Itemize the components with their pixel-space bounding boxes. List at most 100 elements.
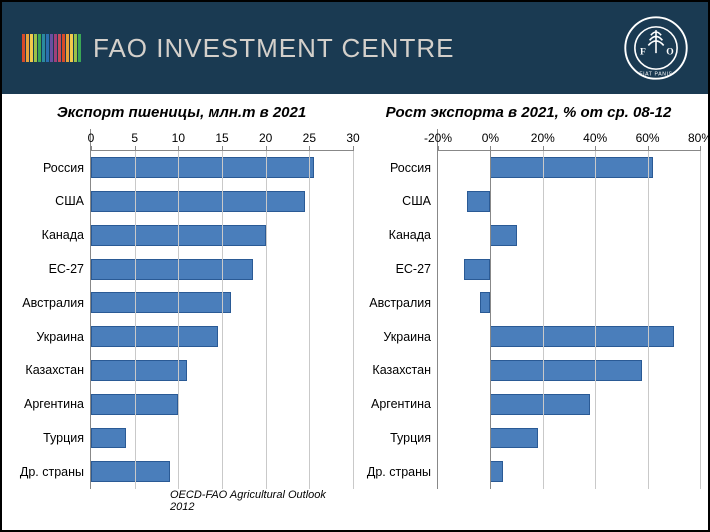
- bar: [91, 428, 126, 449]
- xtick-label: 80%: [688, 131, 710, 145]
- stripe: [30, 34, 33, 62]
- category-label: Украина: [357, 320, 437, 354]
- chart-right-xaxis: -20%0%20%40%60%80%: [438, 129, 700, 151]
- category-label: США: [357, 185, 437, 219]
- bar: [490, 157, 652, 178]
- bar: [464, 259, 490, 280]
- category-label: ЕС-27: [357, 252, 437, 286]
- chart-right: Рост экспорта в 2021, % от ср. 08-12 Рос…: [357, 104, 700, 513]
- xtick-label: 40%: [583, 131, 607, 145]
- bar-row: [438, 286, 700, 320]
- bar: [91, 360, 187, 381]
- chart-right-plot: РоссияСШАКанадаЕС-27АвстралияУкраинаКаза…: [357, 129, 700, 489]
- xtick-label: 0%: [482, 131, 499, 145]
- category-label: Аргентина: [10, 387, 90, 421]
- fao-logo-icon: F O FIAT PANIS: [624, 16, 688, 80]
- bar: [480, 292, 490, 313]
- bar: [490, 225, 516, 246]
- stripe: [54, 34, 57, 62]
- bar: [91, 326, 218, 347]
- gridline: [309, 151, 310, 489]
- xtick-label: 20: [259, 131, 272, 145]
- category-label: ЕС-27: [10, 252, 90, 286]
- xtick-label: 20%: [531, 131, 555, 145]
- svg-text:FIAT PANIS: FIAT PANIS: [639, 72, 672, 78]
- category-label: Аргентина: [357, 387, 437, 421]
- svg-text:F: F: [640, 46, 646, 57]
- stripe: [46, 34, 49, 62]
- xtick-label: 25: [303, 131, 316, 145]
- bar-row: [438, 151, 700, 185]
- gridline: [595, 151, 596, 489]
- xtick-label: 15: [215, 131, 228, 145]
- header-bar: FAO INVESTMENT CENTRE F O FIAT PANIS: [2, 2, 708, 94]
- bar: [490, 326, 673, 347]
- chart-left: Экспорт пшеницы, млн.т в 2021 РоссияСШАК…: [10, 104, 353, 513]
- stripe: [78, 34, 81, 62]
- stripe: [58, 34, 61, 62]
- stripe: [74, 34, 77, 62]
- bar: [490, 428, 537, 449]
- chart-right-title: Рост экспорта в 2021, % от ср. 08-12: [357, 104, 700, 123]
- footnote: OECD-FAO Agricultural Outlook 2012: [170, 489, 353, 513]
- stripe: [66, 34, 69, 62]
- category-label: Казахстан: [357, 354, 437, 388]
- category-label: Турция: [357, 421, 437, 455]
- chart-left-plot: РоссияСШАКанадаЕС-27АвстралияУкраинаКаза…: [10, 129, 353, 489]
- xtick-label: -20%: [424, 131, 452, 145]
- stripe: [42, 34, 45, 62]
- chart-left-ylabels: РоссияСШАКанадаЕС-27АвстралияУкраинаКаза…: [10, 129, 90, 489]
- header-title: FAO INVESTMENT CENTRE: [93, 33, 454, 64]
- bar: [91, 259, 253, 280]
- bar: [490, 394, 590, 415]
- bar: [91, 157, 314, 178]
- stripe: [26, 34, 29, 62]
- gridline: [266, 151, 267, 489]
- stripe: [34, 34, 37, 62]
- xtick-label: 5: [131, 131, 138, 145]
- chart-right-bars: [438, 151, 700, 489]
- chart-right-area: -20%0%20%40%60%80%: [437, 129, 700, 489]
- bar-row: [438, 421, 700, 455]
- bar-row: [438, 320, 700, 354]
- gridline: [353, 151, 354, 489]
- category-label: США: [10, 185, 90, 219]
- category-label: Россия: [357, 151, 437, 185]
- charts-row: Экспорт пшеницы, млн.т в 2021 РоссияСШАК…: [2, 94, 708, 513]
- bar-row: [438, 354, 700, 388]
- category-label: Россия: [10, 151, 90, 185]
- gridline: [222, 151, 223, 489]
- category-label: Австралия: [10, 286, 90, 320]
- bar-row: [438, 218, 700, 252]
- bar: [490, 360, 642, 381]
- category-label: Турция: [10, 421, 90, 455]
- bar: [490, 461, 503, 482]
- stripe: [38, 34, 41, 62]
- bar-row: [438, 387, 700, 421]
- category-label: Др. страны: [10, 455, 90, 489]
- category-label: Казахстан: [10, 354, 90, 388]
- stripe: [22, 34, 25, 62]
- category-label: Др. страны: [357, 455, 437, 489]
- bar-row: [438, 185, 700, 219]
- stripe: [62, 34, 65, 62]
- category-label: Канада: [10, 218, 90, 252]
- xtick-label: 60%: [636, 131, 660, 145]
- slide: FAO INVESTMENT CENTRE F O FIAT PANIS Экс…: [0, 0, 710, 532]
- category-label: Канада: [357, 218, 437, 252]
- bar: [467, 191, 491, 212]
- header-stripes: [22, 34, 81, 62]
- xtick-label: 0: [88, 131, 95, 145]
- bar-row: [438, 252, 700, 286]
- gridline: [648, 151, 649, 489]
- bar-row: [438, 455, 700, 489]
- chart-left-title: Экспорт пшеницы, млн.т в 2021: [10, 104, 353, 123]
- chart-left-xaxis: 051015202530: [91, 129, 353, 151]
- gridline: [700, 151, 701, 489]
- bar: [91, 191, 305, 212]
- chart-left-area: 051015202530: [90, 129, 353, 489]
- svg-text:O: O: [666, 46, 673, 57]
- chart-right-ylabels: РоссияСШАКанадаЕС-27АвстралияУкраинаКаза…: [357, 129, 437, 489]
- xtick-label: 10: [172, 131, 185, 145]
- category-label: Украина: [10, 320, 90, 354]
